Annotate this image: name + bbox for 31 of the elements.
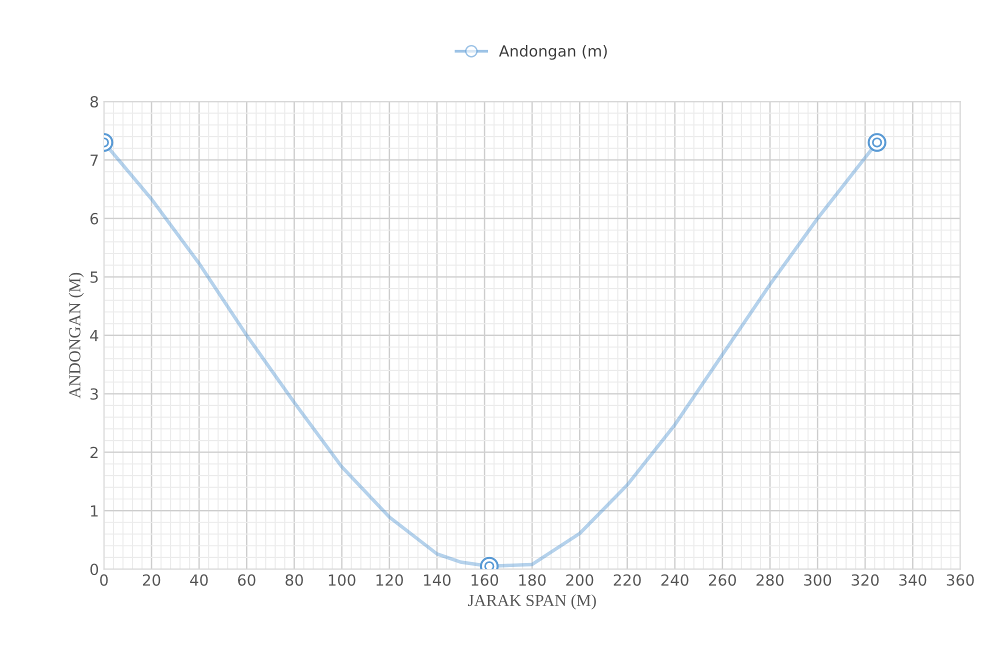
x-tick-label: 40 bbox=[190, 574, 208, 586]
y-tick-label: 7 bbox=[90, 154, 98, 166]
x-tick-label: 300 bbox=[804, 574, 832, 586]
x-tick-label: 220 bbox=[614, 574, 641, 586]
x-tick-label: 320 bbox=[852, 574, 879, 586]
y-tick-label: 4 bbox=[90, 330, 98, 342]
x-tick-label: 0 bbox=[100, 574, 108, 586]
y-tick-label: 8 bbox=[90, 96, 98, 108]
x-tick-label: 200 bbox=[566, 574, 594, 586]
x-tick-label: 340 bbox=[899, 574, 926, 586]
x-axis-title: JARAK SPAN (M) bbox=[468, 594, 596, 610]
y-tick-label: 5 bbox=[90, 272, 98, 283]
x-tick-label: 60 bbox=[238, 574, 256, 586]
x-tick-label: 280 bbox=[756, 574, 784, 586]
x-tick-label: 260 bbox=[708, 574, 736, 586]
y-tick-label: 0 bbox=[90, 564, 98, 576]
y-tick-label: 3 bbox=[90, 388, 98, 400]
y-tick-label: 1 bbox=[91, 505, 98, 516]
x-tick-label: 80 bbox=[286, 574, 303, 586]
x-tick-label: 100 bbox=[328, 574, 356, 586]
x-tick-label: 20 bbox=[142, 574, 160, 586]
legend-label: Andongan (m) bbox=[499, 44, 607, 60]
x-tick-label: 120 bbox=[376, 574, 403, 586]
x-tick-label: 160 bbox=[472, 574, 498, 586]
x-tick-label: 240 bbox=[661, 574, 688, 586]
y-tick-label: 6 bbox=[90, 212, 98, 224]
y-tick-label: 2 bbox=[90, 446, 98, 458]
x-tick-label: 140 bbox=[424, 574, 451, 586]
y-axis-title: ANDONGAN (M) bbox=[68, 272, 84, 398]
x-tick-label: 360 bbox=[946, 574, 974, 586]
x-tick-label: 180 bbox=[519, 574, 546, 586]
